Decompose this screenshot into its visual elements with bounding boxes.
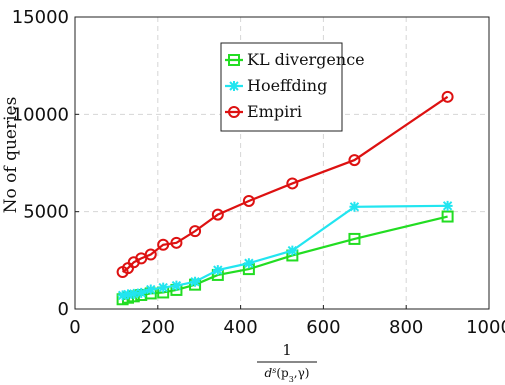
y-tick-label: 15000: [12, 7, 69, 28]
data-point-hoeffding: [128, 288, 139, 299]
data-point-empiri: [157, 238, 170, 251]
axes-box: [74, 16, 490, 310]
data-point-hoeffding: [158, 282, 169, 293]
legend-label-empiri: Empiri: [247, 102, 302, 121]
legend-item-empiri: Empiri: [225, 102, 302, 121]
ticks: 02004006008001000050001000015000: [12, 7, 505, 338]
data-point-empiri: [242, 194, 255, 207]
legend-label-kl-divergence: KL divergence: [247, 50, 365, 69]
data-point-empiri: [211, 208, 224, 221]
x-axis-label-numerator: 1: [282, 341, 292, 359]
data-point-empiri: [441, 90, 454, 103]
data-point-hoeffding: [136, 287, 147, 298]
legend-label-hoeffding: Hoeffding: [247, 76, 327, 95]
y-tick-label: 0: [58, 299, 69, 320]
series-empiri: [116, 90, 454, 279]
data-point-hoeffding: [243, 258, 254, 269]
x-label-tail: ,γ): [294, 366, 310, 380]
data-point-empiri: [286, 177, 299, 190]
data-point-empiri: [189, 225, 202, 238]
x-label-sub: 3: [289, 375, 294, 384]
data-point-hoeffding: [117, 290, 128, 301]
data-point-hoeffding: [145, 284, 156, 295]
data-point-empiri: [170, 236, 183, 249]
data-point-hoeffding: [442, 200, 453, 211]
x-label-sup: s: [272, 366, 276, 375]
data-point-hoeffding: [122, 289, 133, 300]
x-label-d: d: [265, 366, 273, 380]
legend-item-kl-divergence: KL divergence: [225, 50, 365, 69]
legend-swatch-marker: [228, 106, 240, 118]
x-tick-label: 600: [306, 317, 340, 338]
data-point-empiri: [144, 248, 157, 261]
series-hoeffding: [117, 200, 453, 301]
x-tick-label: 800: [389, 317, 423, 338]
x-axis-label-denominator: ds(p3,γ): [265, 366, 310, 384]
x-axis-label: 1 ds(p3,γ): [257, 341, 317, 384]
x-tick-label: 400: [223, 317, 257, 338]
y-tick-label: 10000: [12, 104, 69, 125]
x-tick-label: 0: [69, 317, 80, 338]
series-line-hoeffding: [122, 204, 448, 297]
legend-item-hoeffding: Hoeffding: [225, 76, 327, 95]
data-point-kl-divergence: [348, 232, 361, 245]
data-point-hoeffding: [287, 245, 298, 256]
legend-swatch-marker: [228, 54, 240, 66]
series-line-empiri: [121, 95, 449, 273]
x-tick-label: 200: [141, 317, 175, 338]
data-point-kl-divergence: [441, 210, 454, 223]
x-label-args: (p: [276, 366, 289, 380]
data-point-hoeffding: [171, 280, 182, 291]
legend-swatch-marker: [229, 81, 239, 91]
y-axis-label: No of queries: [1, 97, 21, 214]
data-point-empiri: [348, 154, 361, 167]
series-kl-divergence: [116, 210, 454, 306]
data-point-hoeffding: [190, 276, 201, 287]
series-layer: [116, 90, 454, 306]
data-point-hoeffding: [349, 201, 360, 212]
x-tick-label: 1000: [466, 317, 505, 338]
data-point-hoeffding: [212, 265, 223, 276]
legend: KL divergence Hoeffding Empiri: [220, 42, 365, 132]
y-tick-label: 5000: [23, 202, 69, 223]
